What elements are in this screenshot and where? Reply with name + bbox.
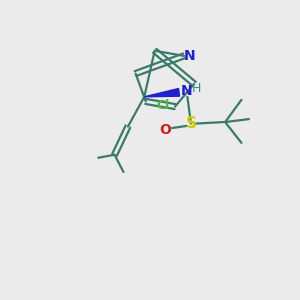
Text: H: H	[192, 82, 202, 95]
Text: Cl: Cl	[156, 99, 169, 112]
Text: N: N	[180, 84, 192, 98]
Text: O: O	[159, 123, 171, 137]
Polygon shape	[144, 88, 180, 97]
Text: S: S	[185, 116, 197, 131]
Text: N: N	[184, 49, 195, 63]
